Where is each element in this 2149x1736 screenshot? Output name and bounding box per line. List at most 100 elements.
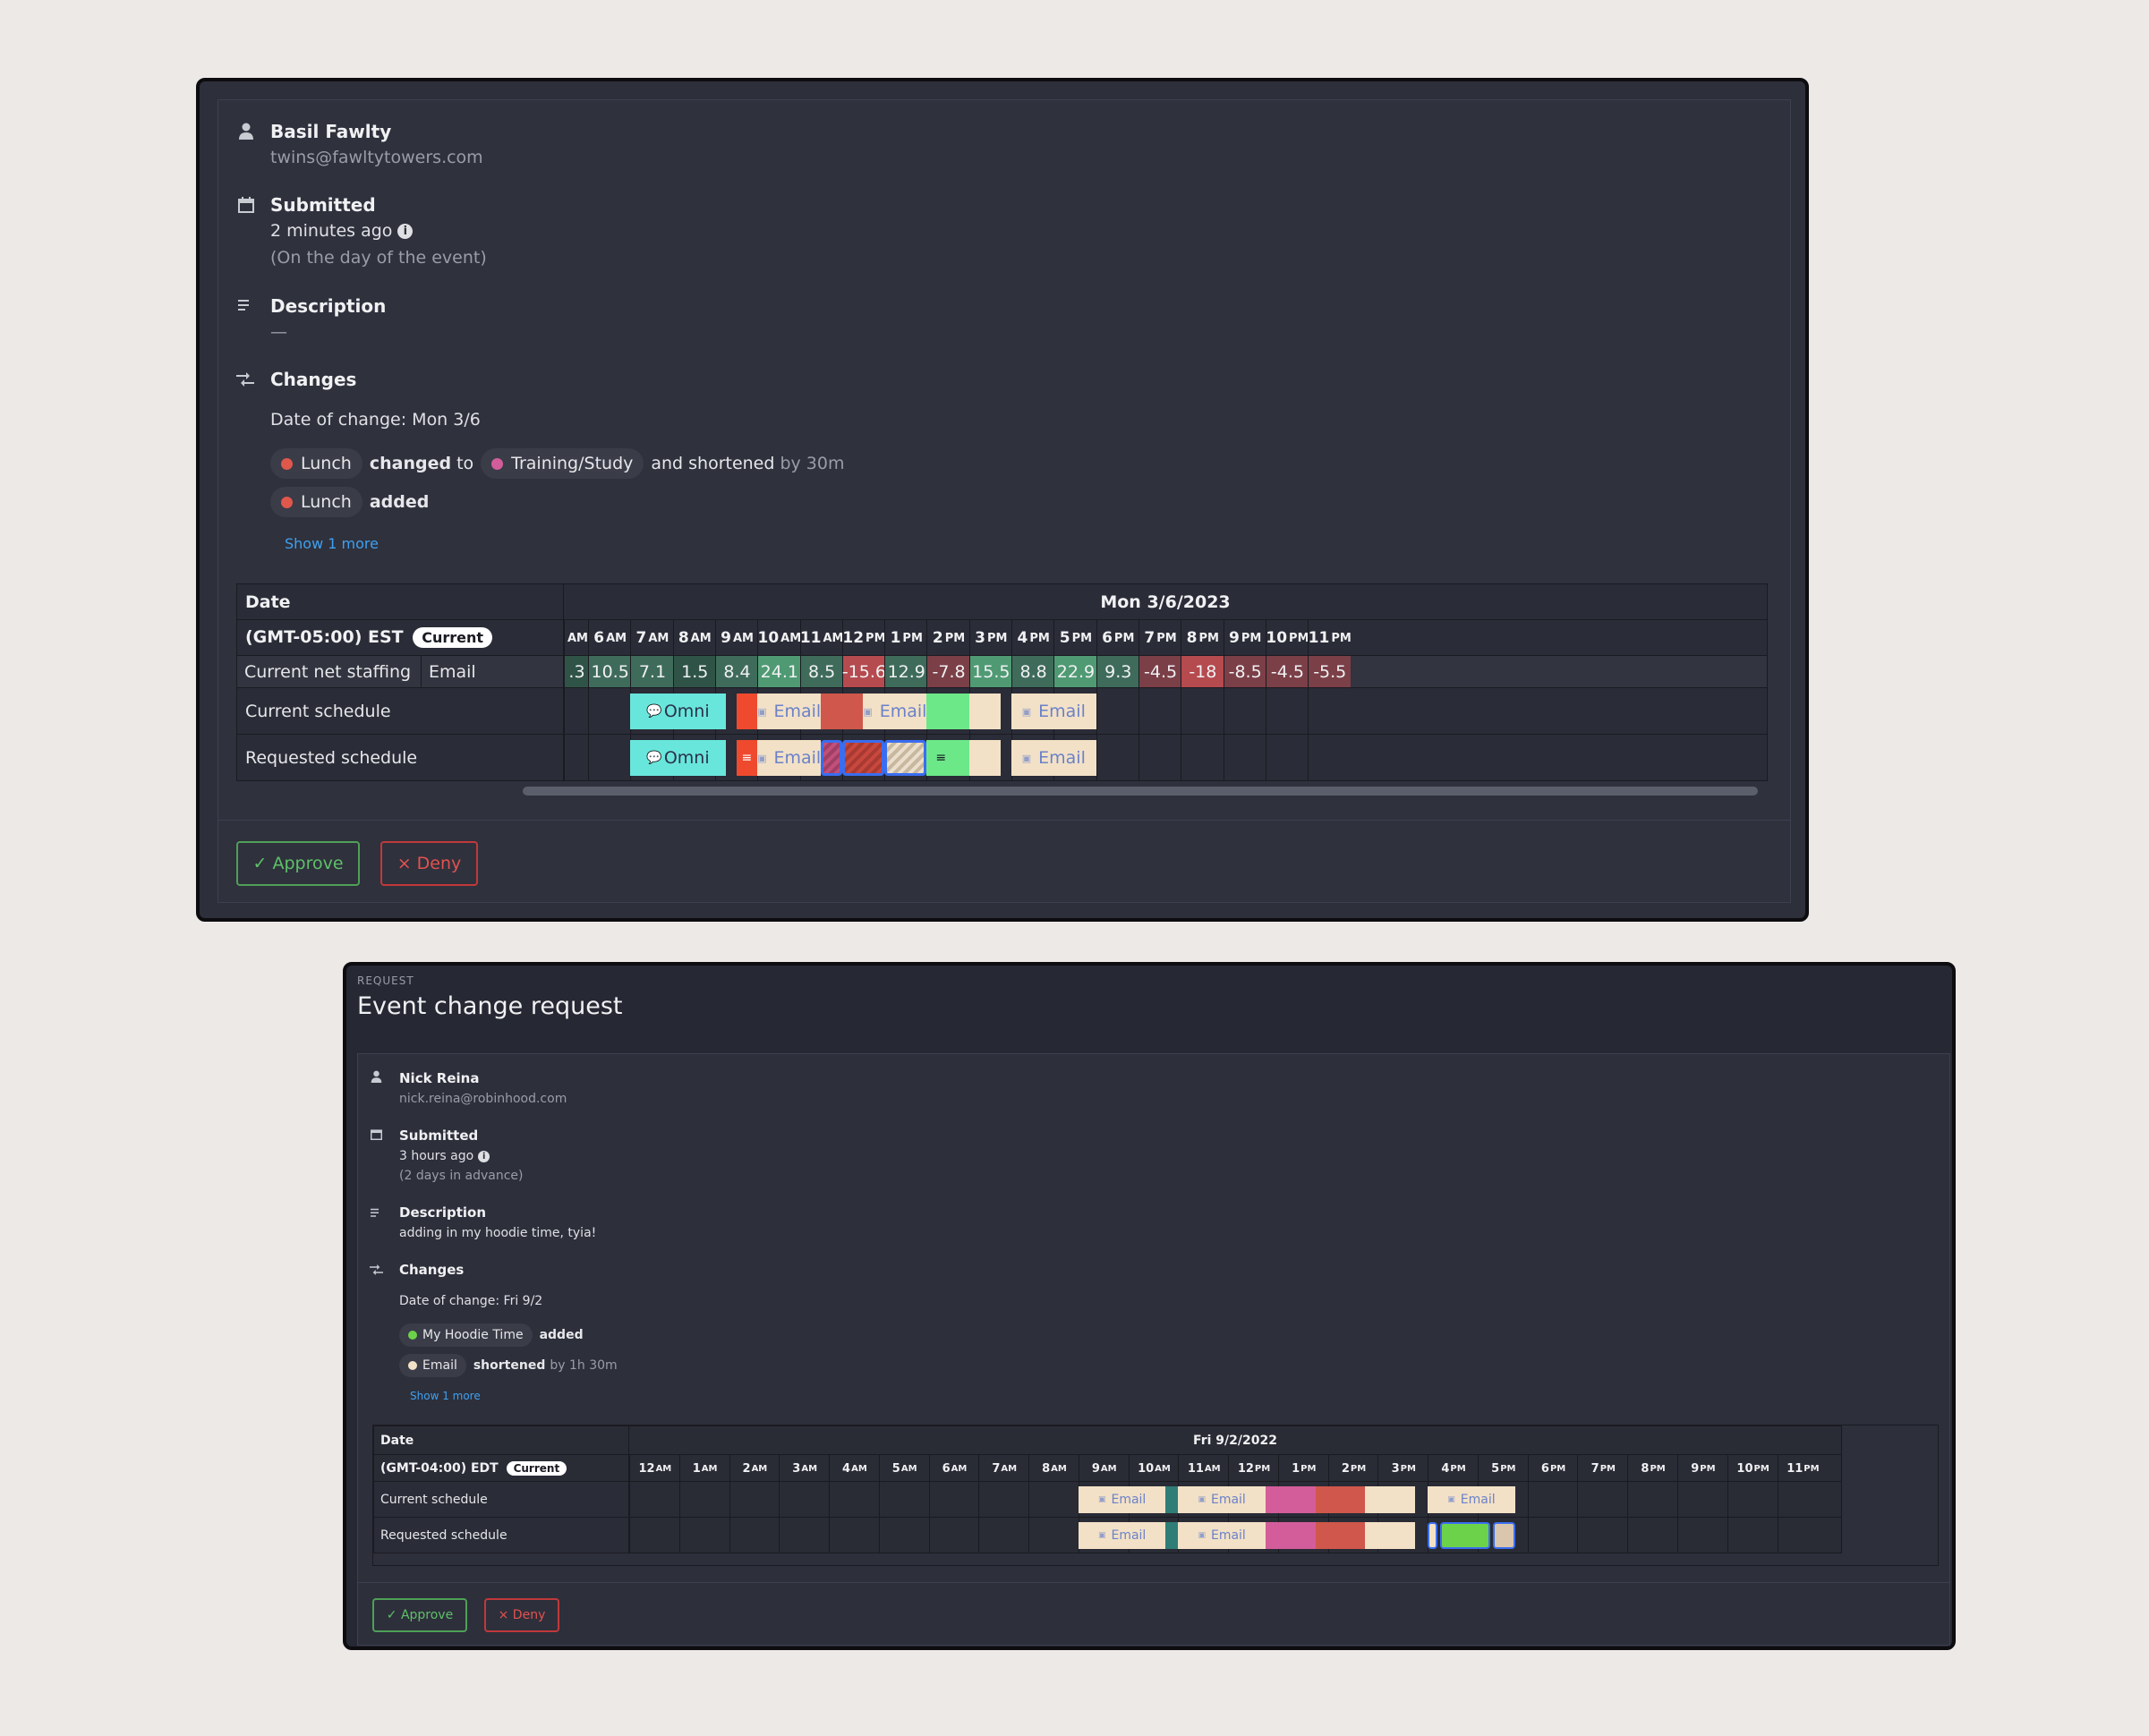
approve-button[interactable]: ✓ Approve bbox=[236, 841, 360, 886]
current-schedule-label: Current schedule bbox=[373, 1481, 629, 1518]
user-icon bbox=[239, 123, 253, 140]
hour-cell: 7 PM bbox=[1577, 1455, 1628, 1481]
grid-line bbox=[1308, 688, 1309, 734]
email-block[interactable] bbox=[968, 740, 1002, 776]
channel-block[interactable] bbox=[1165, 1486, 1179, 1513]
hoodie-block[interactable]: ≡ bbox=[926, 740, 969, 776]
email-block[interactable]: ▣ Email bbox=[757, 694, 821, 729]
calendar-icon bbox=[371, 1129, 382, 1140]
email-icon: ▣ bbox=[1021, 752, 1032, 764]
grid-line bbox=[829, 1482, 831, 1517]
grid-line bbox=[1138, 735, 1139, 780]
email-dot bbox=[408, 1361, 417, 1370]
page-title: Event change request bbox=[357, 992, 623, 1020]
change-row-1: Lunch changed to Training/Study and shor… bbox=[270, 448, 844, 479]
email-block[interactable]: ▣ Email bbox=[1428, 1486, 1515, 1513]
event-pill-hoodie-time: My Hoodie Time bbox=[399, 1323, 533, 1347]
training-block[interactable] bbox=[1265, 1522, 1316, 1549]
submitted-label: Submitted bbox=[399, 1128, 479, 1144]
current-schedule-row: ▣ Email ▣ Email ▣ Email bbox=[628, 1481, 1842, 1518]
description-value: adding in my hoodie time, tyia! bbox=[399, 1226, 597, 1240]
hour-cell: 4 PM bbox=[1428, 1455, 1479, 1481]
email-icon: ▣ bbox=[863, 705, 873, 718]
lunch-block[interactable] bbox=[1315, 1522, 1366, 1549]
hour-cell: 12 AM bbox=[629, 1455, 680, 1481]
swap-icon bbox=[370, 1264, 383, 1275]
timezone-label: (GMT-05:00) EST bbox=[245, 627, 404, 647]
deny-button[interactable]: × Deny bbox=[484, 1598, 559, 1632]
grid-line bbox=[564, 735, 565, 780]
hour-cell: 6 PM bbox=[1527, 1455, 1579, 1481]
hoodie-block[interactable] bbox=[1440, 1522, 1490, 1549]
email-block[interactable]: ▣ Email bbox=[1011, 740, 1096, 776]
email-icon: ▣ bbox=[1097, 1495, 1106, 1504]
staffing-value: -8.5 bbox=[1223, 656, 1266, 687]
email-block[interactable] bbox=[884, 740, 927, 776]
email-block[interactable] bbox=[1365, 1486, 1416, 1513]
horizontal-scrollbar[interactable] bbox=[523, 787, 1758, 796]
email-block[interactable]: ▣ Email bbox=[1011, 694, 1096, 729]
email-block[interactable] bbox=[1492, 1522, 1515, 1549]
requested-schedule-label: Requested schedule bbox=[373, 1517, 629, 1553]
staffing-value: -4.5 bbox=[1138, 656, 1182, 687]
deny-button[interactable]: × Deny bbox=[380, 841, 478, 886]
hour-cell: 3 AM bbox=[779, 1455, 830, 1481]
lunch-block[interactable] bbox=[1315, 1486, 1366, 1513]
break-block[interactable] bbox=[736, 694, 758, 729]
staffing-value: 8.4 bbox=[714, 656, 759, 687]
hour-cell: 10 AM bbox=[757, 620, 801, 655]
omni-block[interactable]: 💬 Omni bbox=[630, 694, 726, 729]
show-more-link[interactable]: Show 1 more bbox=[285, 535, 379, 552]
email-block[interactable]: ▣ Email bbox=[863, 694, 926, 729]
hour-cell: 1 PM bbox=[1277, 1455, 1329, 1481]
email-block[interactable]: ▣ Email bbox=[1178, 1522, 1266, 1549]
current-badge: Current bbox=[506, 1460, 567, 1476]
info-icon[interactable]: i bbox=[397, 223, 414, 239]
show-more-link[interactable]: Show 1 more bbox=[410, 1390, 481, 1402]
changes-label: Changes bbox=[270, 369, 357, 390]
email-icon: ▣ bbox=[1447, 1495, 1455, 1504]
date-value: Mon 3/6/2023 bbox=[563, 583, 1768, 620]
email-block[interactable]: ▣ Email bbox=[757, 740, 821, 776]
email-block[interactable]: ▣ Email bbox=[1178, 1486, 1266, 1513]
staffing-value: -5.5 bbox=[1308, 656, 1352, 687]
channel-block[interactable] bbox=[1165, 1522, 1179, 1549]
footer-divider bbox=[358, 1582, 1949, 1583]
submitted-note: (2 days in advance) bbox=[399, 1169, 524, 1183]
omni-block[interactable]: 💬 Omni bbox=[630, 740, 726, 776]
hour-cell: 1 AM bbox=[678, 1455, 730, 1481]
timezone-label: (GMT-04:00) EDT bbox=[380, 1460, 499, 1476]
staffing-value: -7.8 bbox=[926, 656, 970, 687]
grid-line bbox=[1096, 688, 1097, 734]
approve-button[interactable]: ✓ Approve bbox=[372, 1598, 467, 1632]
event-pill-lunch: Lunch bbox=[270, 448, 362, 479]
change-amount: by 1h 30m bbox=[550, 1358, 618, 1373]
staffing-value: 24.1 bbox=[757, 656, 801, 687]
grid-line bbox=[1727, 1482, 1728, 1517]
lunch-block[interactable] bbox=[821, 694, 864, 729]
requested-schedule-row: 💬 Omni ≡ ▣ Email ≡ ▣ Email bbox=[563, 734, 1768, 781]
lunch-block[interactable] bbox=[841, 740, 885, 776]
hour-cell: 10 AM bbox=[1128, 1455, 1180, 1481]
grid-line bbox=[829, 1518, 831, 1553]
grid-line bbox=[678, 1482, 680, 1517]
info-icon[interactable]: i bbox=[478, 1150, 490, 1162]
grid-line bbox=[1527, 1518, 1529, 1553]
date-of-change: Date of change: Mon 3/6 bbox=[270, 410, 481, 430]
email-block[interactable]: ▣ Email bbox=[1078, 1522, 1166, 1549]
training-block[interactable] bbox=[821, 740, 842, 776]
hour-cell: 3 PM bbox=[968, 620, 1012, 655]
email-block[interactable] bbox=[968, 694, 1002, 729]
email-block[interactable] bbox=[1428, 1522, 1438, 1549]
staffing-value: 22.9 bbox=[1053, 656, 1097, 687]
training-block[interactable] bbox=[1265, 1486, 1316, 1513]
hour-cell: 8 AM bbox=[1028, 1455, 1079, 1481]
grid-line bbox=[878, 1482, 880, 1517]
change-to: to bbox=[456, 454, 474, 473]
date-header: Date bbox=[373, 1425, 629, 1455]
email-icon: ▣ bbox=[1198, 1495, 1206, 1504]
break-block[interactable]: ≡ bbox=[736, 740, 758, 776]
hoodie-block[interactable] bbox=[926, 694, 969, 729]
email-block[interactable]: ▣ Email bbox=[1078, 1486, 1166, 1513]
email-block[interactable] bbox=[1365, 1522, 1416, 1549]
